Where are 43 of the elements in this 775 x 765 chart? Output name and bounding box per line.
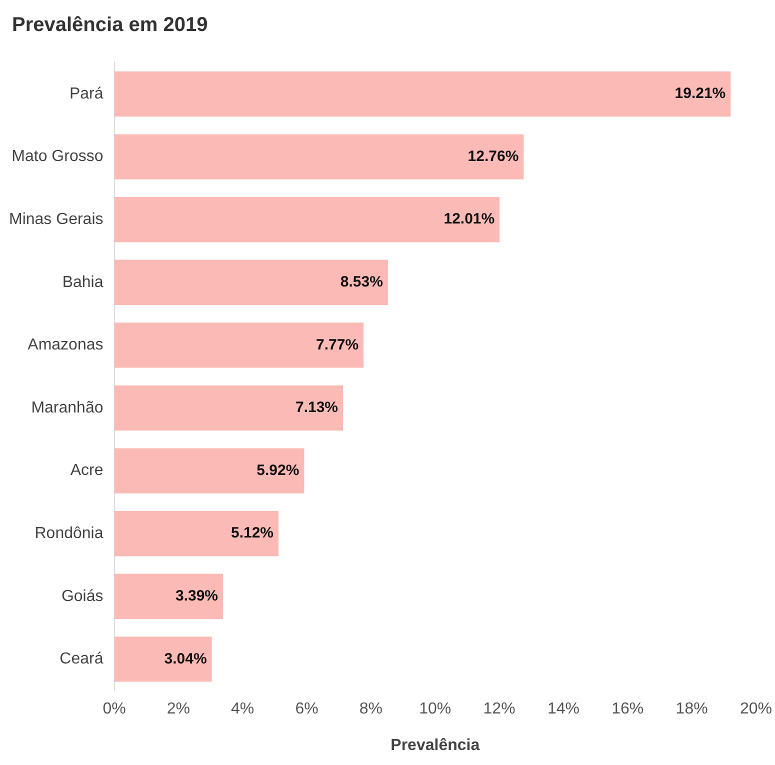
bar (114, 574, 224, 620)
x-tick-label: 14% (547, 700, 580, 718)
data-label: 7.77% (316, 336, 359, 354)
x-axis-title: Prevalência (390, 736, 480, 754)
data-label: 7.13% (295, 399, 338, 416)
y-tick-label: Maranhão (31, 399, 104, 416)
bar (114, 260, 388, 306)
x-tick-label: 8% (359, 700, 383, 718)
data-label: 19.21% (674, 85, 726, 102)
bar (114, 636, 212, 682)
y-tick-label: Acre (70, 462, 104, 480)
data-label: 12.01% (444, 210, 495, 228)
y-tick-label: Minas Gerais (9, 211, 104, 228)
bar (114, 71, 731, 117)
bar (114, 385, 344, 431)
bar (114, 448, 304, 494)
data-label: 5.92% (256, 462, 300, 479)
bar (114, 510, 279, 556)
x-tick-label: 16% (612, 700, 644, 718)
data-label: 3.39% (175, 588, 218, 605)
x-tick-label: 10% (419, 700, 452, 718)
x-tick-label: 18% (676, 700, 708, 718)
y-tick-label: Bahia (62, 274, 104, 291)
y-tick-label: Amazonas (28, 336, 104, 354)
bar (114, 134, 524, 180)
y-tick-label: Rondônia (34, 525, 104, 542)
chart-title: Prevalência em 2019 (12, 14, 208, 37)
x-tick-label: 6% (295, 700, 318, 718)
data-label: 3.04% (164, 650, 207, 668)
y-tick-label: Goiás (61, 588, 104, 605)
y-tick-label: Mato Grosso (12, 148, 104, 166)
x-tick-label: 2% (166, 700, 190, 718)
bar (114, 196, 500, 242)
x-tick-label: 0% (102, 700, 126, 718)
bar (114, 322, 364, 368)
data-label: 12.76% (468, 148, 519, 165)
x-tick-label: 4% (231, 700, 254, 718)
data-label: 5.12% (230, 524, 274, 542)
y-tick-label: Ceará (60, 650, 104, 668)
x-tick-label: 12% (483, 700, 516, 718)
y-tick-label: Pará (69, 85, 104, 102)
x-tick-label: 20% (740, 700, 772, 718)
data-label: 8.53% (340, 274, 383, 291)
